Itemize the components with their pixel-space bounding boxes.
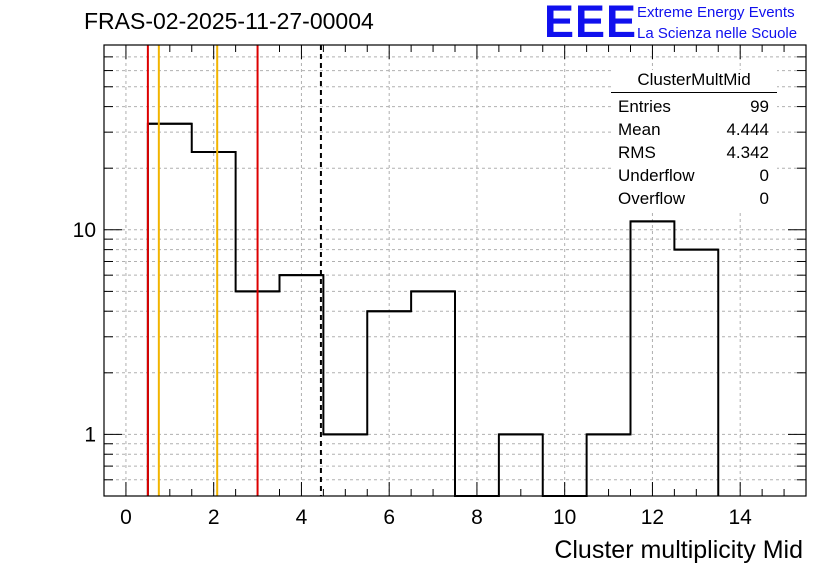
- stats-row: Mean 4.444: [611, 118, 777, 141]
- eee-logo: EEE Extreme Energy Events La Scienza nel…: [544, 0, 834, 47]
- y-tick-label: 1: [84, 423, 96, 446]
- stats-value: 4.342: [726, 143, 769, 162]
- stats-title: ClusterMultMid: [611, 70, 777, 93]
- stats-value: 99: [750, 97, 769, 116]
- stats-label: Entries: [618, 97, 671, 116]
- stats-row: Underflow 0: [611, 164, 777, 187]
- plot-frame: [103, 44, 807, 497]
- logo-line-1: Extreme Energy Events: [637, 4, 795, 21]
- x-tick-label: 2: [208, 506, 220, 529]
- y-tick-label: 10: [73, 219, 96, 242]
- stats-label: Overflow: [618, 189, 686, 208]
- stats-row: RMS 4.342: [611, 141, 777, 164]
- x-tick-label: 10: [553, 506, 576, 529]
- stats-row: Overflow 0: [611, 187, 777, 210]
- x-axis-label: Cluster multiplicity Mid: [554, 536, 803, 564]
- stats-value: 4.444: [726, 120, 769, 139]
- histogram-title: FRAS-02-2025-11-27-00004: [84, 8, 374, 34]
- x-tick-label: 8: [471, 506, 483, 529]
- stats-label: Mean: [618, 120, 661, 139]
- stats-label: Underflow: [618, 166, 695, 185]
- stats-value: 0: [759, 189, 769, 208]
- x-tick-label: 14: [729, 506, 753, 529]
- stats-box: ClusterMultMid Entries 99 Mean 4.444 RMS…: [611, 70, 777, 210]
- stats-value: 0: [759, 166, 769, 185]
- x-tick-label: 0: [120, 506, 132, 529]
- x-tick-label: 6: [383, 506, 395, 529]
- stats-row: Entries 99: [611, 95, 777, 118]
- logo-line-2: La Scienza nelle Scuole: [637, 25, 798, 42]
- logo-mark: EEE: [544, 0, 638, 47]
- x-tick-label: 12: [641, 506, 664, 529]
- x-tick-label: 4: [296, 506, 308, 529]
- stats-label: RMS: [618, 143, 656, 162]
